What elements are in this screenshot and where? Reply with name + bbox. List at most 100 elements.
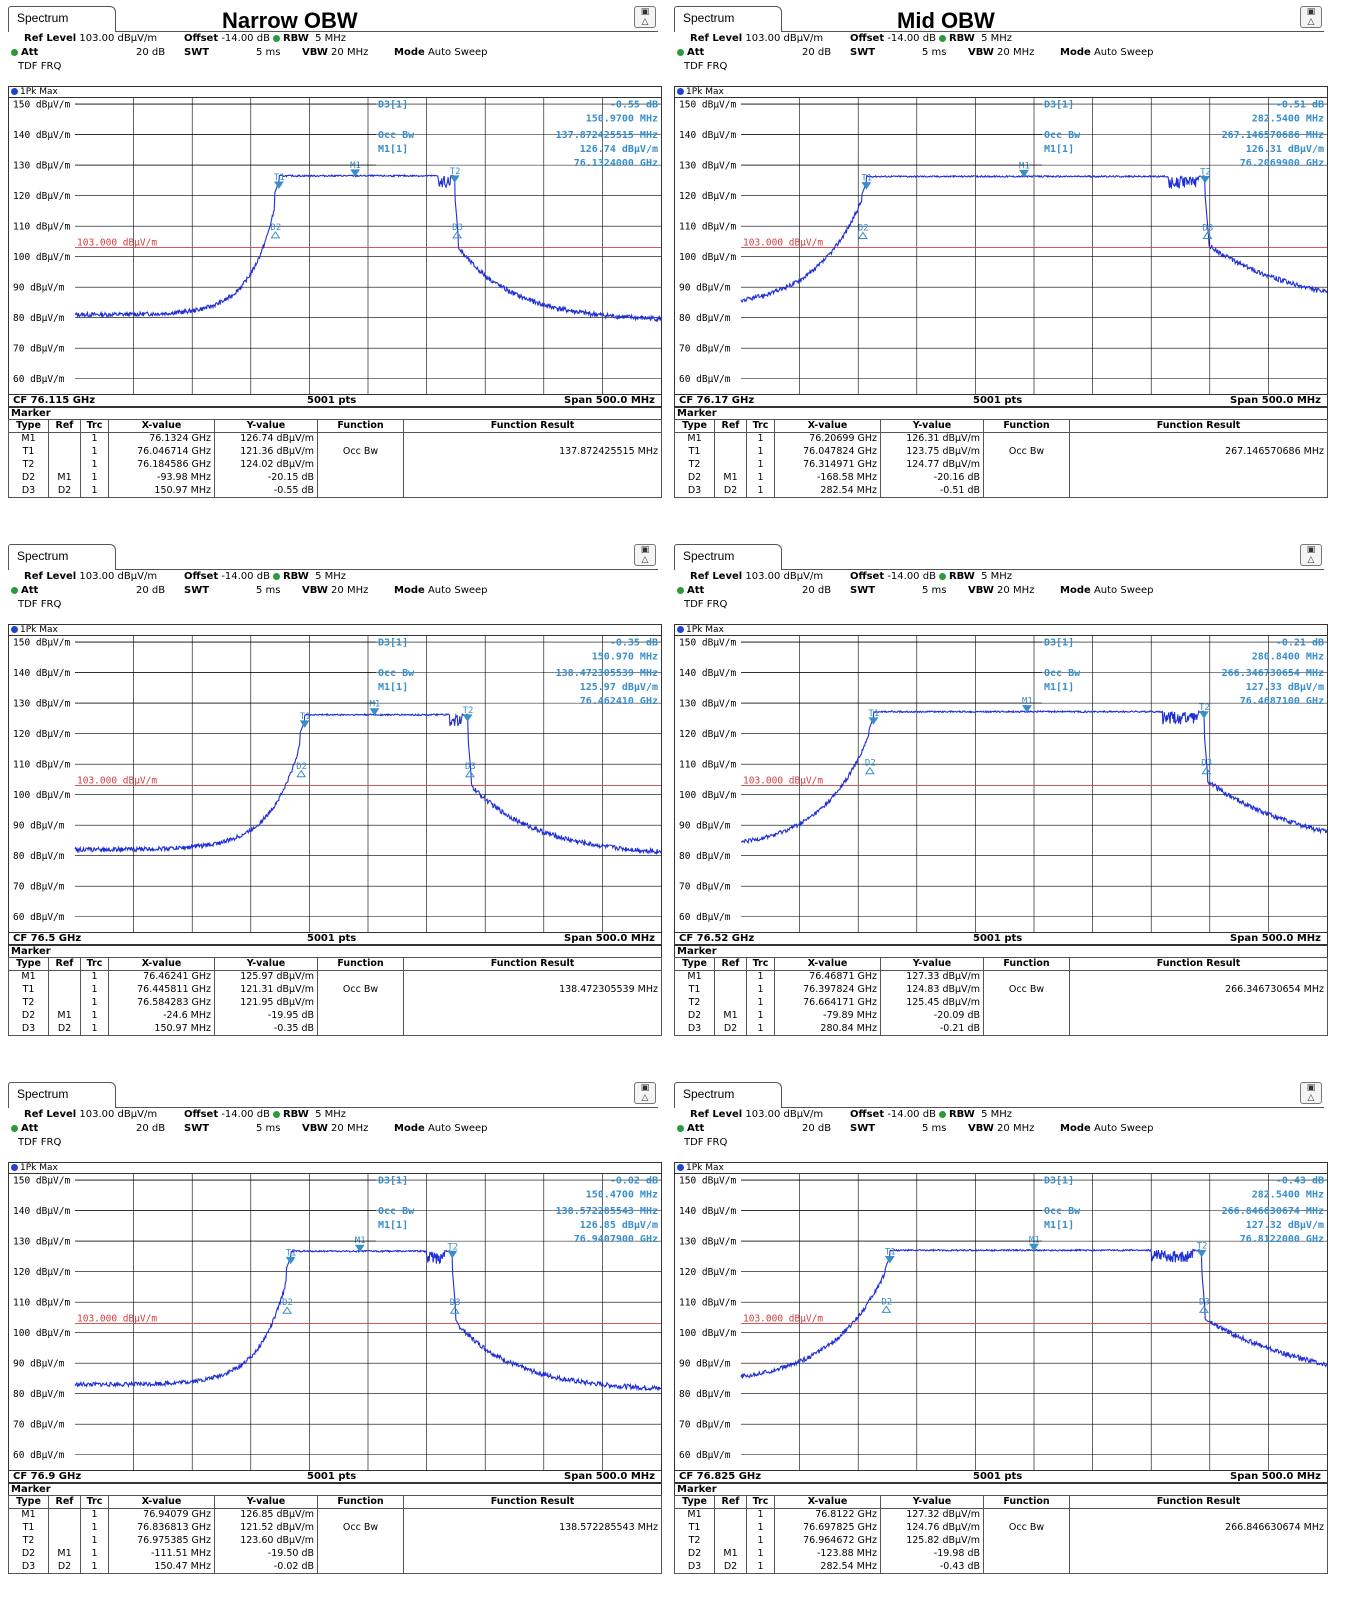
marker-row: T1 1 76.397824 GHz 124.83 dBµV/m Occ Bw 266.3… (674, 983, 1328, 997)
marker-row: T2 1 76.664171 GHz 125.45 dBµV/m (674, 996, 1328, 1010)
marker-t2-glyph (447, 1250, 458, 1259)
spectrum-tab[interactable]: Spectrum (674, 1082, 782, 1108)
spectrum-panel: Spectrum ▣ △ Ref Level 103.00 dBµV/m Offs… (666, 0, 1332, 520)
marker-cell: 1 (80, 432, 109, 446)
readout-m1-frequency: 76.8122000 GHz (1240, 1234, 1324, 1245)
marker-row: T1 1 76.697825 GHz 124.76 dBµV/m Occ Bw 266.8… (674, 1521, 1328, 1535)
readout-d3-frequency: 282.5400 MHz (1252, 114, 1324, 125)
readout-m1-label: M1[1] (378, 682, 408, 693)
spectrum-tab[interactable]: Spectrum (674, 544, 782, 570)
offset-value: -14.00 dB (887, 1109, 936, 1120)
swt-value: 5 ms (922, 585, 947, 596)
marker-d2-glyph (864, 766, 875, 775)
marker-row: M1 1 76.1324 GHz 126.74 dBµV/m (8, 432, 662, 446)
center-frequency: CF 76.17 GHz (679, 395, 755, 406)
swt-value: 5 ms (922, 1123, 947, 1134)
spectrum-tab[interactable]: Spectrum (8, 6, 116, 32)
y-tick-label: 130 dBµV/m (13, 1237, 70, 1248)
spectrum-tab[interactable]: Spectrum (8, 544, 116, 570)
y-tick-label: 90 dBµV/m (13, 1359, 65, 1370)
display-config-icon[interactable]: ▣ △ (1300, 6, 1322, 28)
trace-dot-icon (677, 626, 684, 633)
y-tick-label: 60 dBµV/m (679, 1450, 731, 1461)
marker-d3-text: D3 (1199, 1297, 1210, 1307)
att-value: 20 dB (802, 1123, 832, 1134)
marker-cell (714, 996, 747, 1010)
marker-cell (714, 1521, 747, 1535)
readout-m1-value: 126.85 dBµV/m (580, 1220, 658, 1231)
spectrum-panel: Spectrum ▣ △ Ref Level 103.00 dBµV/m Offs… (0, 0, 666, 520)
att-value: 20 dB (136, 585, 166, 596)
spectrum-chart: 150 dBµV/m 140 dBµV/m 130 dBµV/m 120 dBµV/m… (13, 1174, 661, 1470)
marker-row: T2 1 76.184586 GHz 124.02 dBµV/m (8, 458, 662, 472)
readout-occ-value: 138.472305539 MHz (556, 668, 658, 679)
marker-cell: 124.02 dBµV/m (214, 458, 318, 472)
marker-t1-text: T1 (868, 709, 879, 719)
marker-cell (317, 996, 404, 1010)
marker-cell (48, 1521, 81, 1535)
y-tick-label: 110 dBµV/m (13, 1298, 70, 1309)
marker-cell: 1 (80, 1508, 109, 1522)
frequency-span: Span 500.0 MHz (564, 395, 655, 406)
marker-column-header: Function (317, 419, 404, 433)
vbw-value: 20 MHz (331, 585, 369, 596)
marker-table-title: Marker (674, 1483, 1328, 1495)
marker-t1-text: T1 (274, 173, 285, 183)
sweep-points: 5001 pts (973, 1471, 1023, 1482)
status-dot-icon (272, 1110, 280, 1118)
marker-cell: 266.346730654 MHz (1069, 983, 1328, 997)
display-config-icon[interactable]: ▣ △ (1300, 1082, 1322, 1104)
marker-cell: -0.55 dB (214, 484, 318, 498)
mode-value: Auto Sweep (427, 47, 488, 58)
marker-cell (983, 1009, 1070, 1023)
display-config-icon[interactable]: ▣ △ (634, 544, 656, 566)
spectrum-chart: 150 dBµV/m 140 dBµV/m 130 dBµV/m 120 dBµV/m… (13, 636, 661, 932)
spectrum-tab[interactable]: Spectrum (8, 1082, 116, 1108)
marker-cell: M1 (8, 432, 49, 446)
marker-cell (403, 1534, 662, 1548)
spectrum-tab[interactable]: Spectrum (674, 6, 782, 32)
marker-cell (983, 970, 1070, 984)
spectrum-trace (740, 174, 1327, 303)
marker-m1: M1 (350, 161, 361, 177)
marker-cell: D2 (48, 1022, 81, 1036)
marker-cell (983, 1547, 1070, 1561)
display-config-icon[interactable]: ▣ △ (634, 6, 656, 28)
marker-cell: Occ Bw (317, 1521, 404, 1535)
tab-divider (8, 31, 658, 32)
y-tick-label: 130 dBµV/m (13, 699, 70, 710)
att-value: 20 dB (802, 47, 832, 58)
settings-header: Ref Level 103.00 dBµV/m Offset -14.00 dB… (8, 32, 658, 86)
readout-m1-frequency: 76.9407900 GHz (574, 1234, 658, 1245)
marker-header-row: Type Ref Trc X-value Y-value Function Function… (674, 419, 1328, 433)
marker-d2-text: D2 (296, 762, 307, 772)
marker-cell: -24.6 MHz (108, 1009, 215, 1023)
marker-row: T1 1 76.836813 GHz 121.52 dBµV/m Occ Bw 138.5… (8, 1521, 662, 1535)
marker-cell (1069, 1560, 1328, 1574)
readout-occ-label: Occ Bw (1044, 130, 1081, 141)
marker-cell: 76.184586 GHz (108, 458, 215, 472)
marker-cell (317, 458, 404, 472)
readout-m1-frequency: 76.2069900 GHz (1240, 158, 1324, 169)
marker-cell: D2 (714, 484, 747, 498)
spectrum-panel: Spectrum ▣ △ Ref Level 103.00 dBµV/m Offs… (666, 1076, 1332, 1596)
marker-cell: 125.45 dBµV/m (880, 996, 984, 1010)
marker-cell (403, 471, 662, 485)
marker-m1: M1 (1029, 1235, 1040, 1252)
display-config-icon[interactable]: ▣ △ (634, 1082, 656, 1104)
y-tick-label: 140 dBµV/m (679, 130, 736, 141)
y-tick-label: 130 dBµV/m (679, 161, 736, 172)
swt-value: 5 ms (256, 1123, 281, 1134)
marker-t2-glyph (1196, 1249, 1207, 1258)
marker-d3-glyph (1201, 766, 1212, 775)
marker-row: T2 1 76.975385 GHz 123.60 dBµV/m (8, 1534, 662, 1548)
trace-label-bar: 1Pk Max (8, 1162, 662, 1174)
vbw-value: 20 MHz (997, 585, 1035, 596)
marker-row: M1 1 76.20699 GHz 126.31 dBµV/m (674, 432, 1328, 446)
plot-footer: CF 76.52 GHz 5001 pts Span 500.0 MHz (674, 932, 1328, 945)
y-tick-label: 90 dBµV/m (679, 1359, 731, 1370)
y-tick-label: 80 dBµV/m (13, 313, 65, 324)
display-config-icon[interactable]: ▣ △ (1300, 544, 1322, 566)
marker-cell: 138.472305539 MHz (403, 983, 662, 997)
marker-cell (403, 1009, 662, 1023)
